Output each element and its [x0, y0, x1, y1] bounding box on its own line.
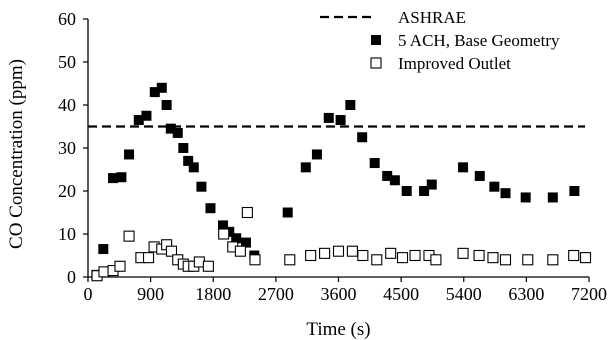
y-tick-label: 40	[58, 95, 76, 115]
data-point	[188, 162, 199, 173]
data-point	[474, 170, 485, 181]
legend-label-ashrae: ASHRAE	[398, 8, 466, 27]
data-point	[389, 175, 400, 186]
data-point	[300, 162, 311, 173]
data-point	[568, 249, 580, 262]
data-point	[458, 162, 469, 173]
x-tick-label: 2700	[258, 284, 294, 304]
legend-label: 5 ACH, Base Geometry	[398, 31, 560, 50]
data-point	[323, 112, 334, 123]
x-tick-label: 1800	[195, 284, 231, 304]
data-point	[579, 252, 592, 264]
data-point	[133, 115, 144, 126]
y-tick-label: 0	[67, 267, 76, 287]
data-point	[569, 186, 580, 196]
y-tick-label: 10	[58, 224, 76, 244]
y-axis-ticks: 0 10 20 30 40 50 60	[58, 9, 88, 287]
data-point	[547, 254, 559, 266]
data-point	[319, 247, 331, 259]
data-point	[305, 249, 317, 262]
x-tick-label: 3600	[321, 284, 357, 304]
data-point	[311, 149, 322, 160]
data-point	[499, 254, 512, 266]
series-5-ach-base-geometry	[91, 82, 580, 280]
data-point	[116, 172, 127, 183]
data-point	[346, 245, 358, 257]
y-tick-label: 30	[58, 138, 76, 158]
data-point	[357, 249, 369, 262]
chart-legend: ASHRAE 5 ACH, Base Geometry Improved Outle…	[320, 8, 560, 73]
data-point	[430, 254, 442, 266]
data-point	[345, 100, 356, 110]
y-tick-label: 50	[58, 52, 76, 72]
x-tick-label: 900	[137, 284, 164, 304]
data-point	[284, 254, 296, 266]
data-point	[124, 149, 135, 160]
data-point	[196, 181, 207, 192]
data-point	[234, 245, 246, 257]
data-point	[218, 228, 230, 240]
plot-area	[87, 19, 589, 278]
data-point	[241, 206, 253, 219]
data-points	[91, 82, 592, 282]
x-axis-ticks: 0 900 1800 2700 3600 4500 5400 6300 7200	[84, 277, 607, 304]
data-point	[520, 192, 531, 203]
data-point	[371, 254, 383, 266]
data-point	[231, 233, 242, 244]
series-improved-outlet	[91, 206, 592, 282]
data-point	[547, 192, 558, 203]
data-point	[240, 237, 251, 248]
data-point	[205, 203, 216, 214]
y-axis-label: CO Concentration (ppm)	[6, 59, 27, 249]
legend-marker	[371, 35, 381, 45]
x-tick-label: 0	[84, 284, 93, 304]
data-point	[183, 155, 194, 166]
data-point	[108, 173, 119, 184]
data-point	[165, 245, 178, 257]
data-point	[382, 170, 393, 181]
data-point	[98, 244, 109, 255]
data-point	[409, 249, 421, 262]
data-point	[473, 249, 485, 262]
x-tick-label: 4500	[383, 284, 419, 304]
y-tick-label: 60	[58, 9, 76, 29]
data-point	[357, 132, 368, 143]
data-point	[332, 245, 345, 257]
data-point	[149, 87, 160, 98]
data-point	[141, 110, 152, 121]
data-point	[249, 254, 261, 266]
data-point	[172, 127, 183, 138]
data-point	[522, 254, 534, 266]
data-point	[178, 143, 189, 153]
y-tick-label: 20	[58, 181, 76, 201]
data-point	[142, 252, 155, 264]
data-point	[217, 220, 228, 231]
x-tick-label: 5400	[446, 284, 482, 304]
data-point	[401, 186, 412, 196]
data-point	[335, 115, 346, 126]
data-point	[426, 179, 437, 190]
data-point	[369, 158, 380, 169]
legend-marker	[370, 57, 382, 69]
x-tick-label: 6300	[508, 284, 544, 304]
data-point	[224, 226, 235, 237]
data-point	[165, 123, 176, 134]
data-point	[123, 230, 135, 242]
data-point	[202, 260, 214, 272]
data-point	[114, 260, 126, 272]
data-point	[487, 252, 499, 264]
data-point	[419, 186, 430, 196]
data-point	[489, 181, 500, 192]
x-axis-label: Time (s)	[306, 319, 370, 340]
data-point	[385, 247, 397, 259]
data-point	[161, 100, 172, 110]
data-point	[156, 82, 167, 93]
data-point	[282, 207, 293, 218]
data-point	[457, 247, 469, 259]
legend-label: Improved Outlet	[398, 54, 511, 73]
data-point	[396, 252, 409, 264]
x-tick-label: 7200	[571, 284, 607, 304]
data-point	[500, 188, 511, 199]
